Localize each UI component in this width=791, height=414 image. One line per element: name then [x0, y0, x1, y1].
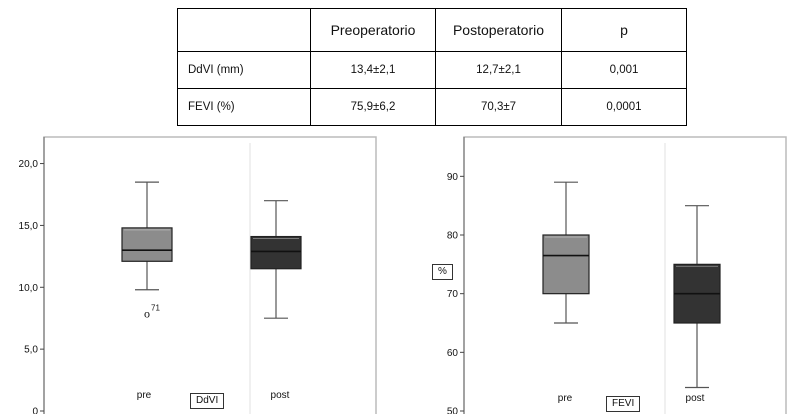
y-tick-label: 15,0: [19, 221, 39, 232]
fevi-axis-unit-label: %: [432, 264, 453, 280]
category-label-pre: pre: [558, 393, 573, 404]
fevi-variable-label: FEVI: [606, 396, 641, 412]
table-cell: 75,9±6,2: [310, 88, 436, 126]
plot-frame: [463, 136, 787, 414]
table-cell: 0,0001: [561, 88, 687, 126]
table-cell: 13,4±2,1: [310, 51, 436, 89]
y-tick-label: 80: [447, 231, 459, 242]
plot-frame: [43, 136, 377, 414]
ddvi-boxplot-svg: 0 5,0 10,0 15,0 20,0 pre post o 71: [19, 136, 377, 414]
outlier-marker: o: [144, 306, 150, 320]
category-label-pre: pre: [137, 390, 152, 401]
y-tick-label: 70: [447, 289, 459, 300]
fevi-boxplot-svg: 50 60 70 80 90 pre post: [447, 136, 787, 414]
y-tick-label: 50: [447, 407, 459, 414]
ddvi-variable-label: DdVI: [190, 393, 225, 409]
table-header-cell: Preoperatorio: [310, 8, 436, 52]
box-pre: [121, 227, 173, 262]
table-cell: 0,001: [561, 51, 687, 89]
y-tick-label: 60: [447, 348, 459, 359]
y-tick-label: 10,0: [19, 283, 39, 294]
table-cell: DdVI (mm): [177, 51, 311, 89]
table-row: FEVI (%) 75,9±6,2 70,3±7 0,0001: [177, 88, 687, 126]
y-tick-label: 0: [32, 407, 38, 414]
category-label-post: post: [686, 393, 705, 404]
table-cell: FEVI (%): [177, 88, 311, 126]
fevi-boxplot: 50 60 70 80 90 pre post % FEVI: [420, 125, 791, 414]
table-row: DdVI (mm) 13,4±2,1 12,7±2,1 0,001: [177, 51, 687, 89]
table-header-cell: [177, 8, 311, 52]
category-label-post: post: [271, 390, 290, 401]
y-tick-label: 5,0: [24, 345, 38, 356]
y-tick-label: 20,0: [19, 159, 39, 170]
table-header-row: Preoperatorio Postoperatorio p: [177, 8, 687, 52]
table-header-cell: Postoperatorio: [435, 8, 562, 52]
table-cell: 70,3±7: [435, 88, 562, 126]
ddvi-boxplot: 0 5,0 10,0 15,0 20,0 pre post o 71 DdVI: [0, 125, 380, 414]
box-post: [250, 235, 302, 270]
table-cell: 12,7±2,1: [435, 51, 562, 89]
stats-table: Preoperatorio Postoperatorio p DdVI (mm)…: [177, 8, 687, 126]
table-header-cell: p: [561, 8, 687, 52]
box-pre: [542, 234, 590, 295]
outlier-label: 71: [151, 303, 160, 312]
y-tick-label: 90: [447, 172, 459, 183]
